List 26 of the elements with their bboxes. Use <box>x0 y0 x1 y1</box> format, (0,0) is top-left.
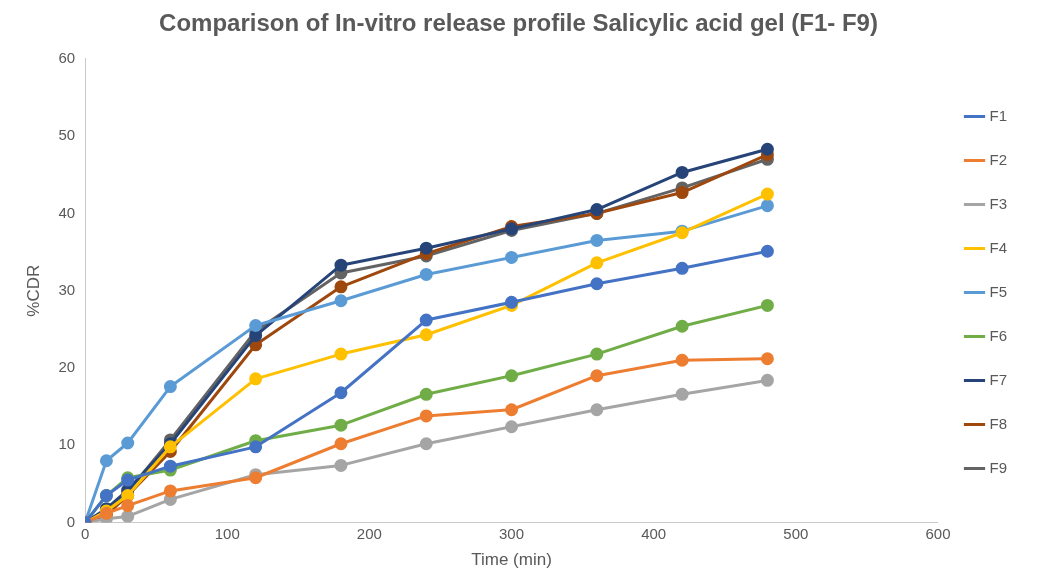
y-tick-label: 60 <box>58 48 76 66</box>
x-tick-label: 100 <box>214 524 240 542</box>
y-tick-label: 10 <box>58 435 76 453</box>
y-axis-title: %CDR <box>23 264 43 317</box>
x-tick-label: 300 <box>499 524 525 542</box>
legend-label: F7 <box>989 370 1008 388</box>
y-tick-label: 30 <box>58 280 76 298</box>
chart-title: Comparison of In-vitro release profile Salicylic acid gel (F1- F9) <box>159 9 878 37</box>
y-tick-label: 50 <box>58 126 76 144</box>
legend-label: F6 <box>989 326 1008 344</box>
x-tick-label: 600 <box>925 524 951 542</box>
x-tick-label: 0 <box>80 524 90 542</box>
legend-label: F3 <box>989 194 1008 212</box>
x-tick-label: 500 <box>783 524 809 542</box>
legend-label: F2 <box>989 150 1008 168</box>
x-tick-label: 400 <box>641 524 667 542</box>
legend-label: F5 <box>989 282 1008 300</box>
legend-label: F4 <box>989 238 1008 256</box>
legend-label: F1 <box>989 106 1008 124</box>
legend-label: F8 <box>989 414 1008 432</box>
legend-label: F9 <box>989 458 1008 476</box>
y-tick-label: 40 <box>58 203 76 221</box>
x-tick-label: 200 <box>356 524 382 542</box>
x-axis-title: Time (min) <box>471 550 552 570</box>
y-tick-label: 20 <box>58 358 76 376</box>
y-tick-label: 0 <box>66 512 76 530</box>
